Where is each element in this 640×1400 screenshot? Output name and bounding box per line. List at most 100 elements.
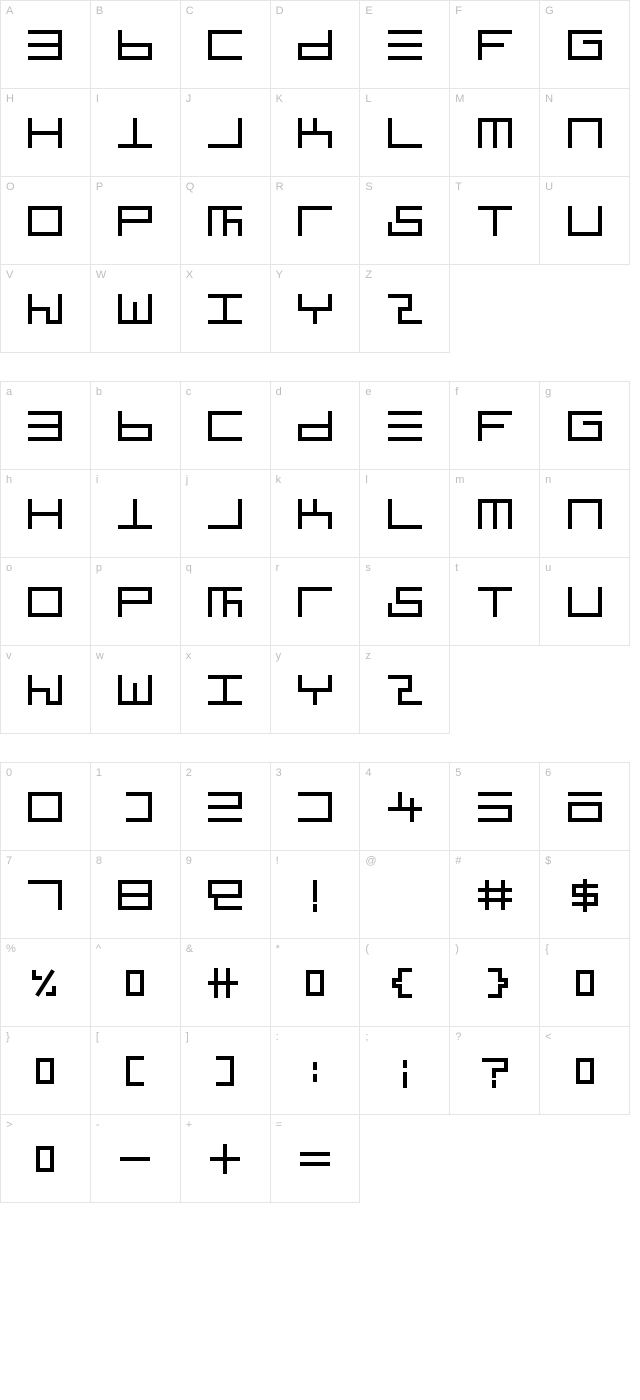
glyph-cell[interactable]: R [271, 177, 361, 265]
glyph-cell[interactable]: F [450, 1, 540, 89]
glyph-cell[interactable]: # [450, 851, 540, 939]
glyph-cell[interactable]: q [181, 558, 271, 646]
glyph-cell[interactable]: s [360, 558, 450, 646]
glyph-cell[interactable]: $ [540, 851, 630, 939]
glyph-cell[interactable]: < [540, 1027, 630, 1115]
glyph-cell[interactable]: 6 [540, 763, 630, 851]
glyph-icon [27, 293, 63, 327]
glyph-icon [387, 1055, 423, 1089]
glyph-cell[interactable]: ( [360, 939, 450, 1027]
glyph-cell[interactable]: 0 [1, 763, 91, 851]
glyph-cell[interactable]: + [181, 1115, 271, 1203]
glyph-cell[interactable]: { [540, 939, 630, 1027]
glyph-cell[interactable]: [ [91, 1027, 181, 1115]
glyph-cell[interactable]: u [540, 558, 630, 646]
glyph-cell[interactable]: w [91, 646, 181, 734]
glyph-icon [297, 117, 333, 151]
glyph-icon [27, 674, 63, 708]
glyph-icon [207, 410, 243, 444]
glyph-cell[interactable]: O [1, 177, 91, 265]
glyph-label: 8 [96, 855, 102, 867]
glyph-cell[interactable]: S [360, 177, 450, 265]
glyph-cell[interactable]: Q [181, 177, 271, 265]
glyph-cell[interactable]: W [91, 265, 181, 353]
glyph-cell[interactable]: h [1, 470, 91, 558]
glyph-cell[interactable]: U [540, 177, 630, 265]
glyph-cell[interactable]: a [1, 382, 91, 470]
glyph-icon [117, 586, 153, 620]
glyph-cell[interactable]: Y [271, 265, 361, 353]
glyph-cell[interactable]: 9 [181, 851, 271, 939]
glyph-cell[interactable]: e [360, 382, 450, 470]
glyph-cell[interactable]: E [360, 1, 450, 89]
glyph-icon [567, 498, 603, 532]
glyph-cell[interactable]: J [181, 89, 271, 177]
glyph-cell[interactable]: t [450, 558, 540, 646]
glyph-cell[interactable]: L [360, 89, 450, 177]
glyph-cell[interactable]: C [181, 1, 271, 89]
glyph-label: # [455, 855, 461, 867]
glyph-cell[interactable]: N [540, 89, 630, 177]
glyph-cell[interactable]: b [91, 382, 181, 470]
glyph-icon [387, 791, 423, 825]
glyph-cell[interactable]: p [91, 558, 181, 646]
glyph-cell[interactable]: 1 [91, 763, 181, 851]
glyph-cell[interactable]: - [91, 1115, 181, 1203]
glyph-icon [27, 879, 63, 913]
glyph-cell[interactable]: P [91, 177, 181, 265]
glyph-grid: abcdefg hijklmn opqrstu vwxyz [0, 381, 630, 734]
glyph-cell[interactable]: x [181, 646, 271, 734]
glyph-cell[interactable]: y [271, 646, 361, 734]
glyph-cell[interactable]: ] [181, 1027, 271, 1115]
glyph-cell[interactable]: G [540, 1, 630, 89]
glyph-cell[interactable]: 3 [271, 763, 361, 851]
glyph-cell[interactable]: * [271, 939, 361, 1027]
glyph-cell[interactable]: ! [271, 851, 361, 939]
glyph-cell[interactable]: = [271, 1115, 361, 1203]
glyph-cell[interactable]: d [271, 382, 361, 470]
glyph-label: X [186, 269, 193, 281]
glyph-label: 6 [545, 767, 551, 779]
glyph-cell[interactable]: j [181, 470, 271, 558]
glyph-cell[interactable]: T [450, 177, 540, 265]
glyph-cell[interactable]: B [91, 1, 181, 89]
glyph-cell[interactable]: l [360, 470, 450, 558]
glyph-cell[interactable]: ? [450, 1027, 540, 1115]
glyph-cell[interactable]: n [540, 470, 630, 558]
glyph-cell[interactable]: I [91, 89, 181, 177]
glyph-cell[interactable]: 7 [1, 851, 91, 939]
glyph-cell[interactable]: V [1, 265, 91, 353]
glyph-cell[interactable]: z [360, 646, 450, 734]
glyph-cell[interactable]: H [1, 89, 91, 177]
glyph-cell[interactable]: c [181, 382, 271, 470]
glyph-cell[interactable]: & [181, 939, 271, 1027]
glyph-cell[interactable]: v [1, 646, 91, 734]
glyph-cell[interactable]: ) [450, 939, 540, 1027]
glyph-cell[interactable]: g [540, 382, 630, 470]
glyph-cell[interactable]: 8 [91, 851, 181, 939]
glyph-cell[interactable]: r [271, 558, 361, 646]
glyph-cell[interactable]: ^ [91, 939, 181, 1027]
glyph-cell[interactable]: @ [360, 851, 450, 939]
glyph-cell[interactable]: m [450, 470, 540, 558]
glyph-cell[interactable]: i [91, 470, 181, 558]
glyph-cell[interactable]: ; [360, 1027, 450, 1115]
glyph-cell[interactable]: } [1, 1027, 91, 1115]
glyph-cell[interactable]: f [450, 382, 540, 470]
glyph-cell[interactable]: 5 [450, 763, 540, 851]
glyph-cell[interactable]: o [1, 558, 91, 646]
glyph-cell[interactable]: D [271, 1, 361, 89]
glyph-cell[interactable]: K [271, 89, 361, 177]
glyph-icon [477, 1055, 513, 1089]
glyph-cell[interactable]: X [181, 265, 271, 353]
glyph-cell[interactable]: > [1, 1115, 91, 1203]
glyph-cell[interactable]: : [271, 1027, 361, 1115]
glyph-cell[interactable]: M [450, 89, 540, 177]
glyph-cell[interactable]: % [1, 939, 91, 1027]
glyph-cell[interactable]: k [271, 470, 361, 558]
glyph-cell[interactable]: 2 [181, 763, 271, 851]
glyph-cell[interactable]: A [1, 1, 91, 89]
glyph-label: 0 [6, 767, 12, 779]
glyph-cell[interactable]: Z [360, 265, 450, 353]
glyph-cell[interactable]: 4 [360, 763, 450, 851]
